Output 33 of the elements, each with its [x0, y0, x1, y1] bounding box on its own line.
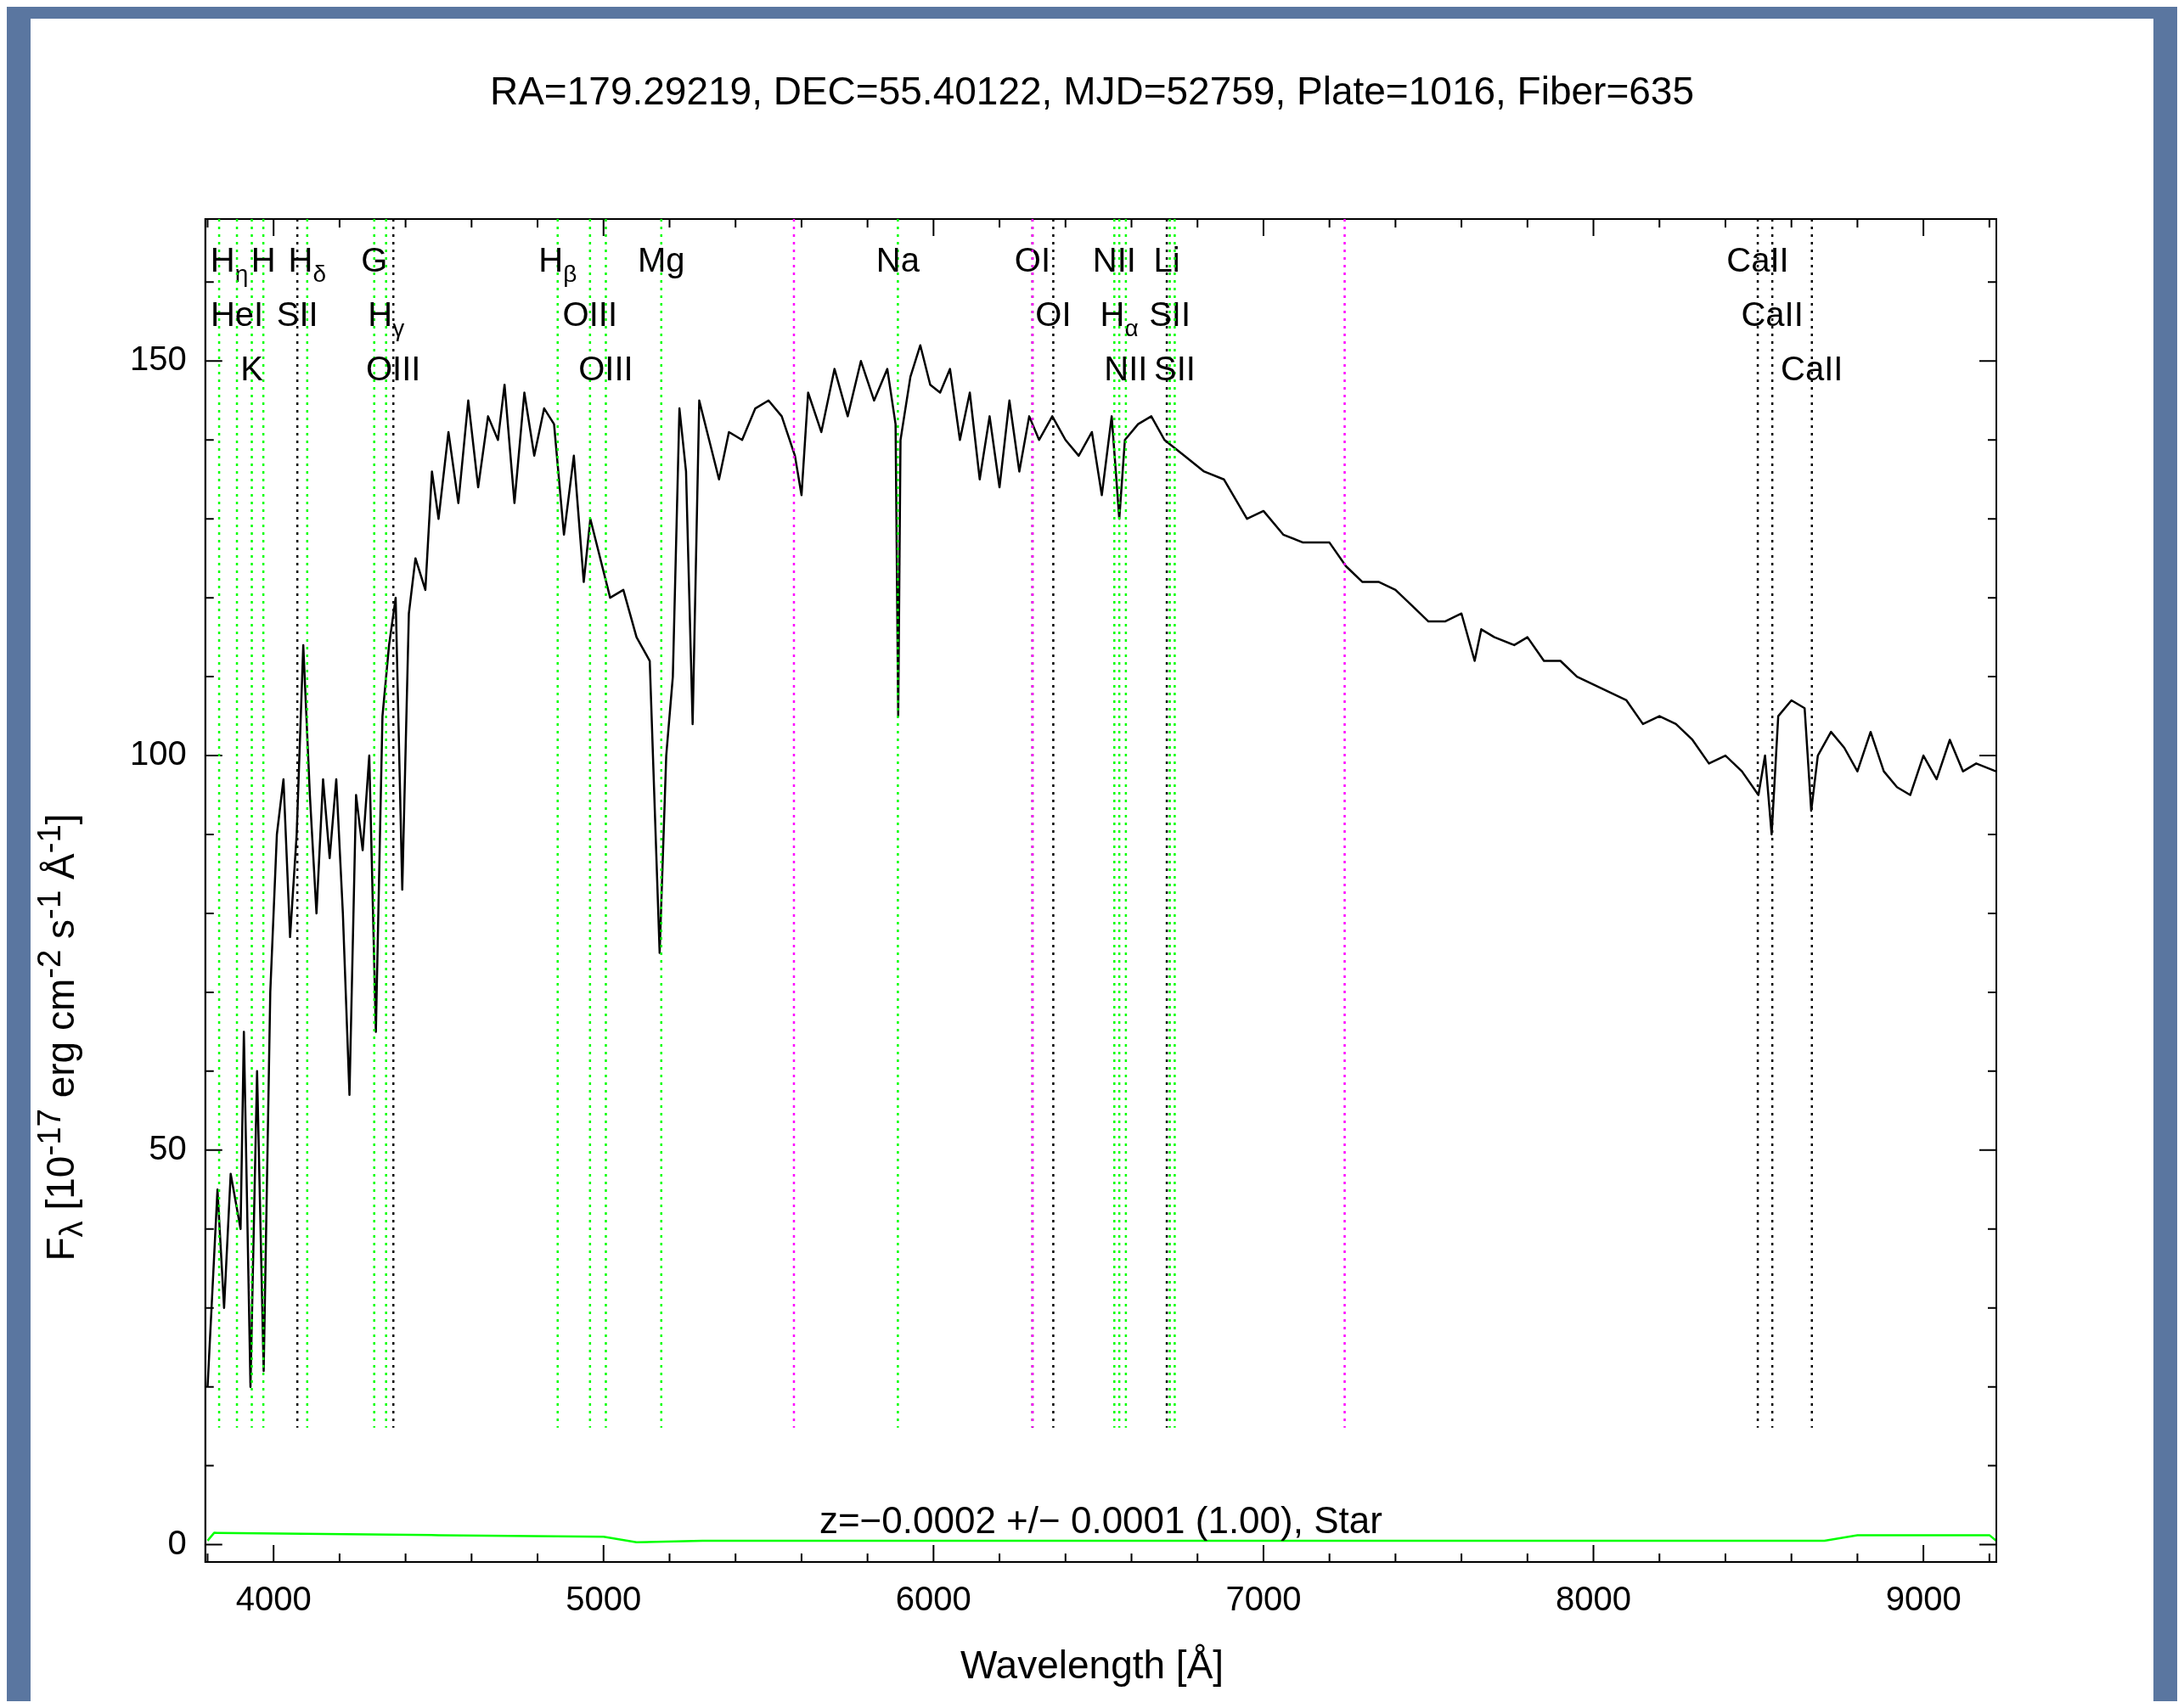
y-tick-label: 50	[149, 1128, 187, 1166]
ref-line-label: OIII	[578, 350, 633, 387]
ref-line-label: NII	[1104, 350, 1148, 387]
x-axis-title: Wavelength [Å]	[959, 1642, 1225, 1688]
ref-line-label: SII	[276, 295, 318, 333]
y-tick-label: 150	[129, 340, 187, 378]
annotation: z=−0.0002 +/− 0.0001 (1.00), Star	[819, 1499, 1382, 1541]
ref-line-label: Na	[875, 241, 920, 278]
ref-line-label: CaII	[1726, 241, 1789, 278]
y-tick-label: 0	[167, 1523, 187, 1561]
ref-line-label: H	[250, 241, 276, 278]
ref-line-label: SII	[1153, 350, 1196, 387]
ref-line-label: NII	[1092, 241, 1136, 278]
ref-line-label: CaII	[1781, 350, 1843, 387]
ref-line-label: SII	[1149, 295, 1191, 333]
ref-line-label: OI	[1035, 295, 1072, 333]
y-tick-label: 100	[129, 734, 187, 773]
ref-line-label: HeI	[210, 295, 264, 333]
x-tick-label: 4000	[235, 1580, 312, 1618]
ref-line-label: Li	[1153, 241, 1180, 278]
ref-line-label: G	[361, 241, 388, 278]
ref-line-label: OI	[1014, 241, 1051, 278]
x-tick-label: 7000	[1225, 1580, 1302, 1618]
ref-line-label: CaII	[1741, 295, 1804, 333]
ref-line-label: K	[240, 350, 264, 387]
x-tick-label: 5000	[566, 1580, 642, 1618]
x-tick-label: 6000	[895, 1580, 971, 1618]
x-tick-label: 9000	[1885, 1580, 1962, 1618]
x-tick-label: 8000	[1556, 1580, 1632, 1618]
ref-line-label: OIII	[562, 295, 618, 333]
ref-line-label: OIII	[366, 350, 421, 387]
chart-title: RA=179.29219, DEC=55.40122, MJD=52759, Plate=1016, Fiber=635	[488, 68, 1696, 114]
ref-line-label: Mg	[637, 241, 685, 278]
